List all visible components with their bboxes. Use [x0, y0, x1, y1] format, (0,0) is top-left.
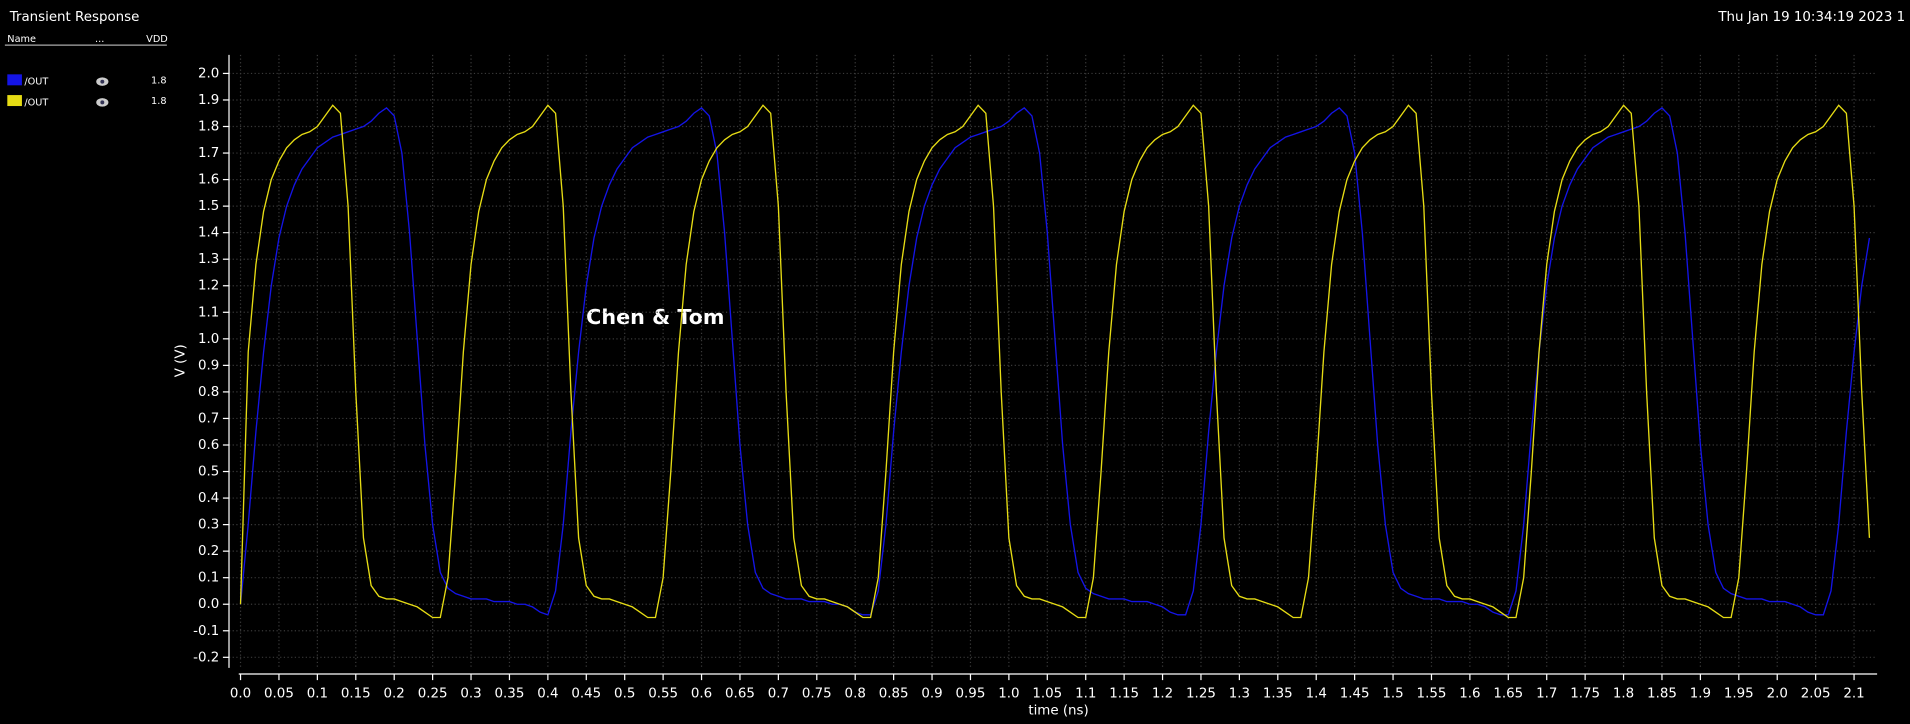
y-tick-label: 0.2	[198, 544, 219, 559]
waveform	[239, 107, 1871, 616]
y-tick-label: 1.4	[198, 226, 219, 241]
window-title: Transient Response	[9, 10, 140, 25]
x-tick-label: 1.65	[1493, 687, 1523, 702]
legend-swatch	[7, 95, 22, 107]
x-tick-label: 1.05	[1032, 687, 1062, 702]
timestamp: Thu Jan 19 10:34:19 2023 1	[1717, 10, 1905, 25]
y-tick-label: 2.0	[198, 66, 219, 81]
x-tick-label: 1.5	[1382, 687, 1403, 702]
y-tick-label: 0.4	[198, 491, 219, 506]
x-tick-label: 1.1	[1075, 687, 1096, 702]
x-tick-label: 0.3	[460, 687, 481, 702]
y-tick-label: 1.9	[198, 93, 219, 108]
x-tick-label: 1.8	[1613, 687, 1634, 702]
x-tick-label: 0.8	[845, 687, 866, 702]
x-tick-label: 0.45	[571, 687, 601, 702]
y-axis-label: V (V)	[173, 344, 188, 377]
legend-vdd: 1.8	[151, 96, 166, 107]
legend-header: Name	[7, 34, 36, 45]
x-tick-label: 0.1	[307, 687, 328, 702]
x-tick-label: 1.85	[1647, 687, 1677, 702]
x-tick-label: 0.65	[725, 687, 755, 702]
x-tick-label: 1.6	[1459, 687, 1480, 702]
x-tick-label: 0.75	[802, 687, 832, 702]
visibility-icon-pupil	[100, 79, 105, 84]
x-tick-label: 0.9	[921, 687, 942, 702]
x-tick-label: 1.3	[1229, 687, 1250, 702]
x-tick-label: 0.0	[230, 687, 251, 702]
y-tick-label: 0.1	[198, 571, 219, 586]
legend-name: /OUT	[24, 77, 48, 88]
x-tick-label: 0.15	[341, 687, 371, 702]
x-tick-label: 1.75	[1570, 687, 1600, 702]
x-tick-label: 1.7	[1536, 687, 1557, 702]
x-tick-label: 0.5	[614, 687, 635, 702]
x-tick-label: 2.05	[1801, 687, 1831, 702]
x-tick-label: 0.95	[956, 687, 986, 702]
y-tick-label: 1.6	[198, 173, 219, 188]
y-tick-label: 0.3	[198, 518, 219, 533]
x-tick-label: 1.55	[1417, 687, 1447, 702]
legend-swatch	[7, 74, 22, 86]
x-tick-label: 1.15	[1109, 687, 1139, 702]
x-tick-label: 0.35	[495, 687, 525, 702]
y-tick-label: 0.9	[198, 358, 219, 373]
x-tick-label: 0.05	[264, 687, 294, 702]
x-axis-label: time (ns)	[1028, 704, 1088, 719]
y-tick-label: 1.8	[198, 120, 219, 135]
x-tick-label: 1.95	[1724, 687, 1754, 702]
x-tick-label: 2.0	[1767, 687, 1788, 702]
legend-header: ...	[95, 34, 104, 45]
waveform	[239, 104, 1871, 619]
x-tick-label: 1.4	[1306, 687, 1327, 702]
x-tick-label: 1.25	[1186, 687, 1216, 702]
x-tick-label: 0.55	[648, 687, 678, 702]
y-tick-label: -0.2	[193, 650, 219, 665]
x-tick-label: 0.85	[879, 687, 909, 702]
x-tick-label: 0.4	[537, 687, 558, 702]
x-tick-label: 1.0	[998, 687, 1019, 702]
y-tick-label: 0.8	[198, 385, 219, 400]
y-tick-label: 0.6	[198, 438, 219, 453]
y-tick-label: 1.5	[198, 199, 219, 214]
y-tick-label: 1.7	[198, 146, 219, 161]
annotation: Chen & Tom	[586, 305, 724, 329]
y-tick-label: 0.0	[198, 597, 219, 612]
legend-header: VDD	[146, 34, 168, 45]
visibility-icon-pupil	[100, 100, 105, 105]
x-tick-label: 0.2	[384, 687, 405, 702]
y-tick-label: 0.7	[198, 411, 219, 426]
x-tick-label: 1.35	[1263, 687, 1293, 702]
legend-name: /OUT	[24, 97, 48, 108]
x-tick-label: 0.25	[418, 687, 448, 702]
x-tick-label: 0.6	[691, 687, 712, 702]
y-tick-label: 1.0	[198, 332, 219, 347]
x-tick-label: 0.7	[768, 687, 789, 702]
x-tick-label: 1.2	[1152, 687, 1173, 702]
y-tick-label: -0.1	[193, 624, 219, 639]
x-tick-label: 1.45	[1340, 687, 1370, 702]
x-tick-label: 1.9	[1690, 687, 1711, 702]
x-tick-label: 2.1	[1843, 687, 1864, 702]
y-tick-label: 0.5	[198, 465, 219, 480]
y-tick-label: 1.2	[198, 279, 219, 294]
y-tick-label: 1.1	[198, 305, 219, 320]
legend-vdd: 1.8	[151, 75, 166, 86]
y-tick-label: 1.3	[198, 252, 219, 267]
